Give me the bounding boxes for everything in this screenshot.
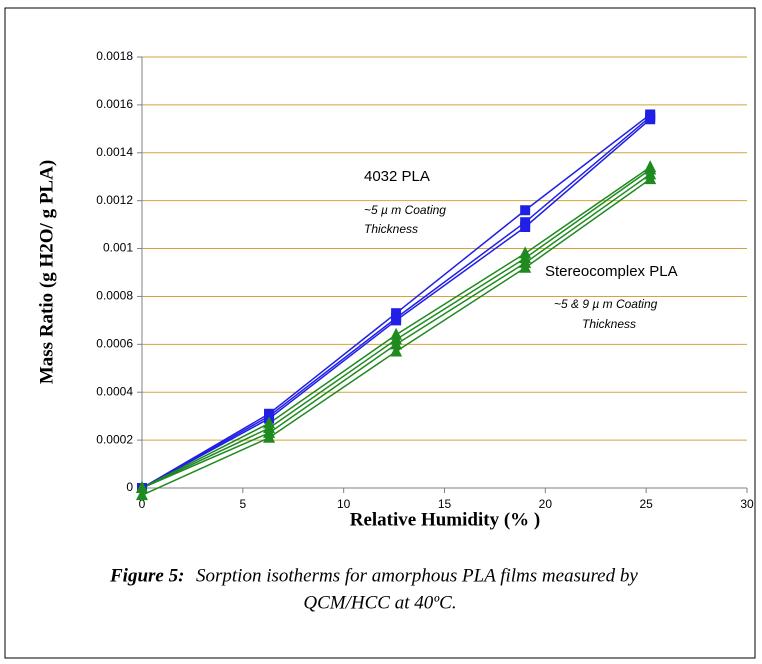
y-tick-label: 0.0008 (96, 289, 133, 303)
annotation: Thickness (582, 317, 636, 331)
marker (645, 114, 656, 125)
marker (391, 315, 402, 326)
y-axis-title: Mass Ratio (g H2O/ g PLA) (36, 160, 57, 384)
x-tick-label: 25 (639, 497, 653, 511)
marker (519, 260, 532, 273)
x-axis-title: Relative Humidity (% ) (350, 509, 541, 530)
caption-line: Sorption isotherms for amorphous PLA fil… (196, 565, 638, 586)
marker (520, 222, 531, 233)
x-tick-label: 20 (539, 497, 553, 511)
marker (136, 481, 148, 493)
y-tick-label: 0.0004 (96, 384, 133, 398)
y-tick-label: 0 (126, 480, 133, 494)
x-tick-label: 15 (438, 497, 452, 511)
annotation: ~5 & 9 µ m Coating (554, 297, 658, 311)
annotation: Stereocomplex PLA (545, 263, 678, 280)
marker (136, 488, 148, 501)
y-tick-label: 0.0014 (96, 145, 133, 159)
marker (390, 344, 403, 357)
annotation: Thickness (364, 222, 418, 236)
marker (644, 172, 657, 185)
x-tick-label: 10 (337, 497, 351, 511)
y-tick-label: 0.0006 (96, 337, 133, 351)
x-tick-label: 30 (740, 497, 754, 511)
figure-label: Figure 5: (109, 565, 184, 586)
y-tick-label: 0.001 (103, 241, 133, 255)
annotation: ~5 µ m Coating (364, 203, 446, 217)
x-tick-label: 5 (239, 497, 246, 511)
caption-line: QCM/HCC at 40ºC. (303, 592, 456, 613)
y-tick-label: 0.0018 (96, 49, 133, 63)
x-tick-label: 0 (139, 497, 146, 511)
marker (263, 430, 276, 443)
annotation: 4032 PLA (364, 168, 430, 185)
y-tick-label: 0.0016 (96, 97, 133, 111)
y-tick-label: 0.0012 (96, 193, 133, 207)
y-tick-label: 0.0002 (96, 432, 133, 446)
marker (520, 205, 531, 216)
marker (390, 337, 403, 350)
